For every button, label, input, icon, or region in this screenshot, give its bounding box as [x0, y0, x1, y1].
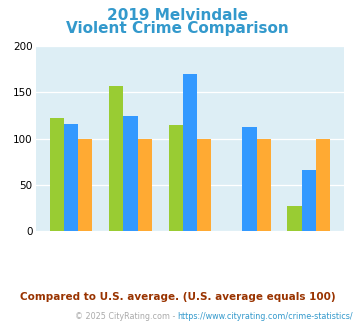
- Bar: [50, 118, 64, 231]
- Bar: [109, 86, 123, 231]
- Bar: [257, 139, 271, 231]
- Bar: [78, 139, 92, 231]
- Bar: [183, 74, 197, 231]
- Bar: [242, 127, 257, 231]
- Bar: [316, 139, 330, 231]
- Text: Compared to U.S. average. (U.S. average equals 100): Compared to U.S. average. (U.S. average …: [20, 292, 335, 302]
- Text: 2019 Melvindale: 2019 Melvindale: [107, 8, 248, 23]
- Bar: [302, 170, 316, 231]
- Bar: [197, 139, 211, 231]
- Text: https://www.cityrating.com/crime-statistics/: https://www.cityrating.com/crime-statist…: [178, 312, 353, 321]
- Bar: [169, 125, 183, 231]
- Bar: [138, 139, 152, 231]
- Bar: [123, 116, 138, 231]
- Text: Violent Crime Comparison: Violent Crime Comparison: [66, 21, 289, 36]
- Bar: [288, 206, 302, 231]
- Bar: [64, 124, 78, 231]
- Text: © 2025 CityRating.com -: © 2025 CityRating.com -: [75, 312, 178, 321]
